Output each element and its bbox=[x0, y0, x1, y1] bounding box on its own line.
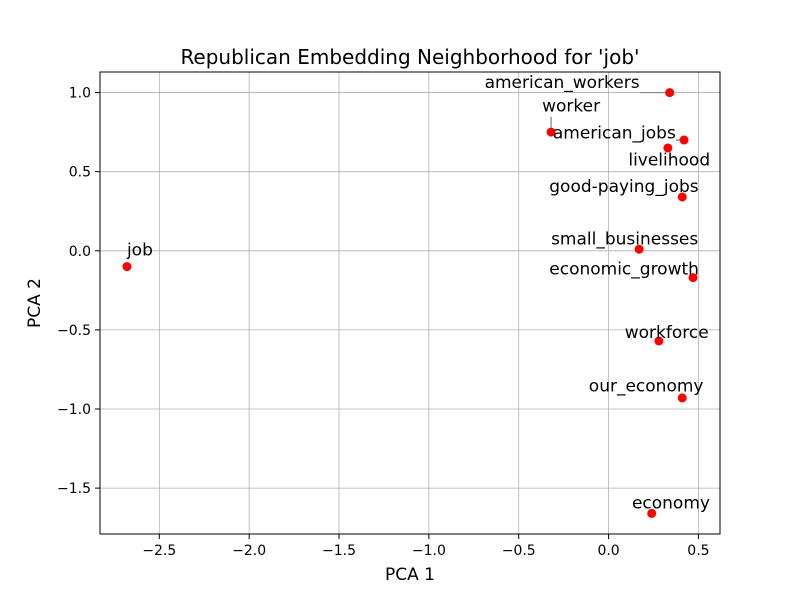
axis-ticks: −2.5 −2.0 −1.5 −1.0 −0.5 0.0 0.5 −1.5 −1.0 −0.5 0.… bbox=[57, 86, 710, 559]
point-label: livelihood bbox=[628, 150, 710, 170]
point-label: american_jobs bbox=[553, 123, 676, 143]
plot-area-frame bbox=[99, 71, 721, 535]
x-tick-label: 0.5 bbox=[687, 543, 709, 559]
y-tick-label: −0.5 bbox=[57, 323, 91, 339]
data-point bbox=[663, 143, 673, 153]
y-tick-label: 1.0 bbox=[69, 86, 91, 102]
data-point bbox=[546, 127, 556, 137]
data-point bbox=[654, 336, 664, 346]
point-label: job bbox=[126, 241, 153, 261]
point-label: good-paying_jobs bbox=[549, 177, 698, 197]
grid bbox=[100, 72, 720, 534]
x-tick-label: −1.0 bbox=[412, 543, 446, 559]
point-label: american_workers bbox=[485, 73, 640, 93]
data-point bbox=[677, 393, 687, 403]
x-tick-label: −1.5 bbox=[322, 543, 356, 559]
x-tick-label: −2.0 bbox=[232, 543, 266, 559]
y-tick-label: 0.5 bbox=[69, 165, 91, 181]
point-label: our_economy bbox=[589, 377, 704, 397]
data-point bbox=[688, 273, 698, 283]
point-label: economy bbox=[632, 494, 710, 514]
data-point bbox=[677, 192, 687, 202]
point-label: worker bbox=[542, 97, 600, 117]
y-tick-label: 0.0 bbox=[69, 244, 91, 260]
y-axis-label: PCA 2 bbox=[25, 278, 45, 328]
chart-title: Republican Embedding Neighborhood for 'j… bbox=[180, 45, 639, 69]
x-axis-label: PCA 1 bbox=[385, 565, 435, 585]
y-tick-label: −1.5 bbox=[57, 481, 91, 497]
data-point bbox=[679, 135, 689, 145]
y-tick-label: −1.0 bbox=[57, 402, 91, 418]
data-point bbox=[647, 508, 657, 518]
data-point bbox=[122, 262, 132, 272]
x-tick-label: −2.5 bbox=[142, 543, 176, 559]
point-label: small_businesses bbox=[551, 229, 698, 249]
point-label: workforce bbox=[625, 323, 709, 343]
x-tick-label: 0.0 bbox=[597, 543, 619, 559]
x-tick-label: −0.5 bbox=[502, 543, 536, 559]
data-point bbox=[634, 244, 644, 254]
data-points bbox=[122, 88, 698, 518]
data-point bbox=[665, 88, 675, 98]
point-label: economic_growth bbox=[549, 260, 699, 280]
